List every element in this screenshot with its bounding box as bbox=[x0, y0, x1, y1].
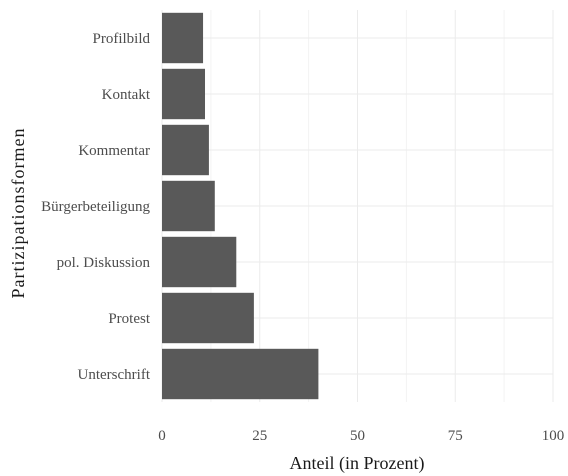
y-tick-label: Unterschrift bbox=[78, 367, 151, 383]
x-tick-label: 50 bbox=[350, 428, 365, 444]
x-tick-label: 75 bbox=[448, 428, 463, 444]
bar bbox=[162, 236, 237, 288]
y-tick-label: Kommentar bbox=[78, 143, 150, 159]
y-tick-label: pol. Diskussion bbox=[57, 255, 151, 271]
bar bbox=[162, 180, 215, 232]
y-tick-label: Protest bbox=[108, 311, 151, 327]
x-tick-label: 100 bbox=[542, 428, 565, 444]
x-tick-label: 25 bbox=[252, 428, 267, 444]
y-tick-label: Kontakt bbox=[102, 87, 151, 103]
y-tick-label: Bürgerbeteiligung bbox=[41, 199, 150, 215]
x-tick-label: 0 bbox=[158, 428, 166, 444]
bar bbox=[162, 348, 319, 400]
bar bbox=[162, 124, 209, 176]
major-gridlines bbox=[161, 10, 554, 402]
x-axis-title: Anteil (in Prozent) bbox=[290, 453, 425, 474]
y-tick-label: Profilbild bbox=[92, 31, 150, 47]
bar bbox=[162, 68, 206, 120]
y-axis-title: Partizipationsformen bbox=[8, 128, 28, 299]
bar bbox=[162, 12, 204, 64]
bar bbox=[162, 292, 254, 344]
bars bbox=[162, 12, 319, 400]
y-tick-labels: Unterschrift Protest pol. Diskussion Bürger… bbox=[41, 31, 151, 383]
x-tick-labels: 0 25 50 75 100 bbox=[158, 428, 564, 444]
